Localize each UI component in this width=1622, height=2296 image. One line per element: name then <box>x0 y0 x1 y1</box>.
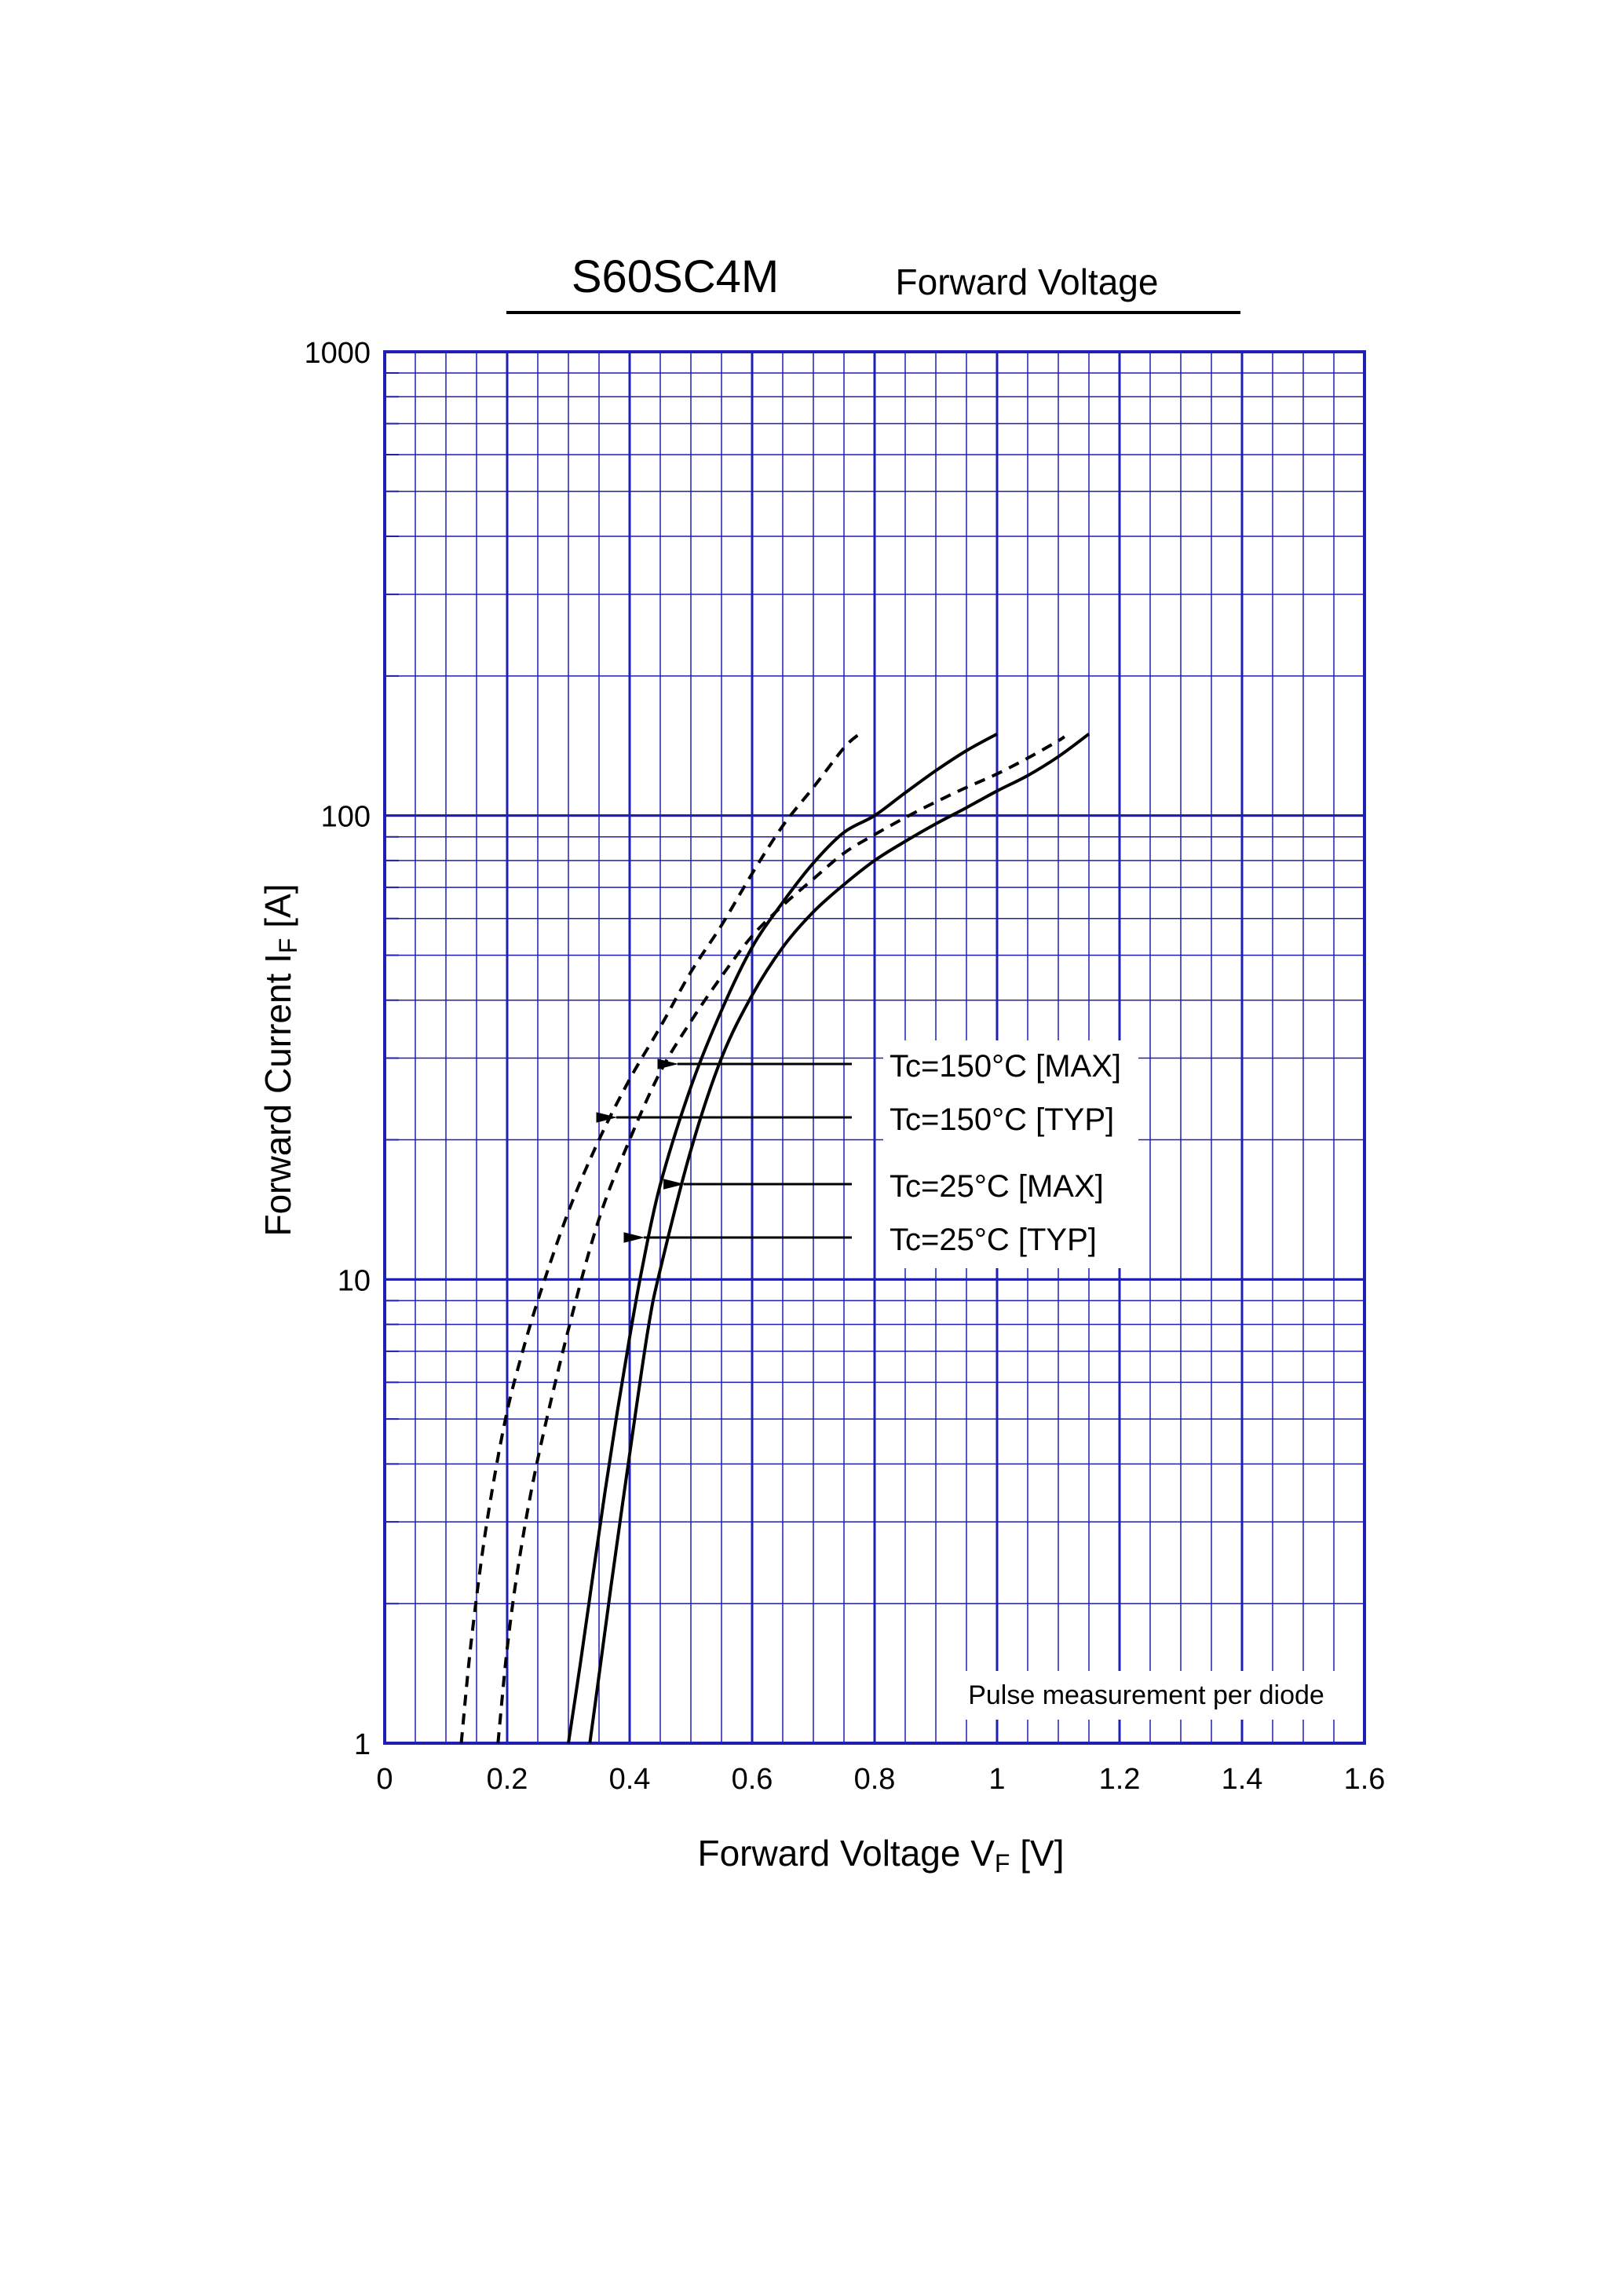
curve-tc-150-c-max <box>496 735 1066 1744</box>
chart-subtitle: Forward Voltage <box>896 261 1159 302</box>
legend-annotations: Tc=150°C [MAX] Tc=150°C [TYP] Tc=25°C [MAX… <box>596 1040 1138 1268</box>
x-tick-label: 0.4 <box>609 1763 651 1796</box>
x-tick-label: 0.6 <box>732 1763 773 1796</box>
y-axis-ticks: 1 10 100 1000 <box>304 337 371 1761</box>
curve-tc-25-c-typ <box>567 732 998 1744</box>
plot-frame <box>383 350 1366 1745</box>
x-tick-label: 1 <box>988 1763 1005 1796</box>
y-tick-label: 100 <box>321 801 371 834</box>
curve-tc-25-c-max <box>588 733 1090 1744</box>
note-background <box>942 1671 1350 1720</box>
x-tick-label: 1.4 <box>1222 1763 1263 1796</box>
x-axis-ticks: 0 0.2 0.4 0.6 0.8 1 1.2 1.4 1.6 <box>376 1763 1385 1796</box>
curves <box>459 732 1090 1744</box>
legend-label: Tc=150°C [TYP] <box>890 1102 1114 1137</box>
curve-tc-150-c-typ <box>459 733 860 1744</box>
legend-label: Tc=25°C [MAX] <box>890 1169 1104 1204</box>
x-axis-label: Forward Voltage VF [V] <box>698 1833 1065 1877</box>
legend-label: Tc=25°C [TYP] <box>890 1223 1097 1257</box>
x-tick-label: 0.8 <box>854 1763 896 1796</box>
pulse-note: Pulse measurement per diode <box>968 1680 1324 1710</box>
y-axis-label: Forward Current IF [A] <box>258 883 302 1236</box>
x-tick-label: 0 <box>376 1763 393 1796</box>
y-tick-label: 10 <box>338 1264 371 1297</box>
legend-background <box>883 1040 1138 1268</box>
y-tick-label: 1 <box>354 1728 371 1761</box>
chart-title: S60SC4M <box>572 251 779 302</box>
x-tick-label: 0.2 <box>487 1763 528 1796</box>
legend-label: Tc=150°C [MAX] <box>890 1049 1121 1084</box>
major-grid <box>385 352 1364 1743</box>
x-tick-label: 1.6 <box>1344 1763 1386 1796</box>
y-tick-label: 1000 <box>304 337 371 370</box>
x-tick-label: 1.2 <box>1099 1763 1141 1796</box>
